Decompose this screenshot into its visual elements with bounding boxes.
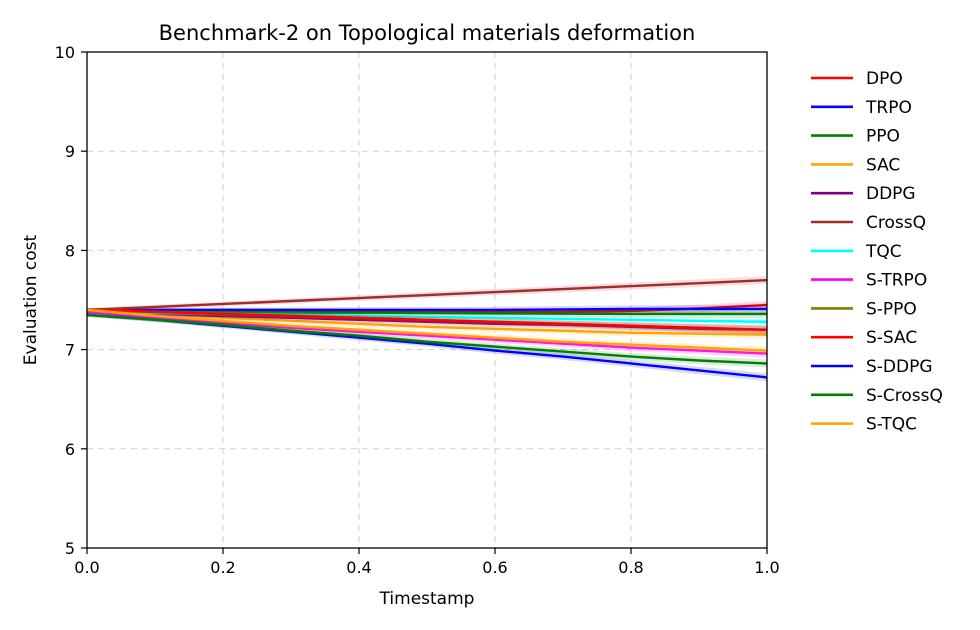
series-line-s-tqc bbox=[86, 308, 768, 352]
y-tick-label: 10 bbox=[55, 43, 75, 62]
x-tick-label: 0.0 bbox=[74, 558, 99, 577]
y-tick-label: 5 bbox=[65, 539, 75, 558]
series-line-s-trpo bbox=[86, 310, 768, 355]
x-tick-label: 1.0 bbox=[754, 558, 779, 577]
x-tick-label: 0.6 bbox=[482, 558, 507, 577]
x-tick-label: 0.8 bbox=[618, 558, 643, 577]
plot-frame bbox=[86, 51, 768, 549]
legend-label-ddpg: DDPG bbox=[866, 184, 916, 204]
y-tick-label: 7 bbox=[65, 341, 75, 360]
x-axis-label: Timestamp bbox=[379, 589, 475, 609]
series-line-s-crossq bbox=[86, 313, 768, 365]
series-line-crossq bbox=[86, 278, 768, 312]
y-tick-label: 9 bbox=[65, 142, 75, 161]
series-line-sac bbox=[86, 308, 768, 336]
legend-label-sac: SAC bbox=[866, 155, 900, 175]
series-line-s-sac bbox=[86, 308, 768, 331]
legend: DPO TRPO PPO SAC DDPG CrossQ TQC S-TRPO S-PPO S-S… bbox=[811, 69, 943, 435]
x-tick-label: 0.4 bbox=[346, 558, 371, 577]
x-tick-label: 0.2 bbox=[210, 558, 235, 577]
legend-label-s-tqc: S-TQC bbox=[866, 415, 917, 435]
series-lines bbox=[86, 276, 768, 382]
x-axis: 0.0 0.2 0.4 0.6 0.8 1.0 bbox=[74, 548, 780, 577]
legend-label-trpo: TRPO bbox=[865, 98, 912, 118]
legend-label-dpo: DPO bbox=[866, 69, 903, 89]
y-tick-label: 6 bbox=[65, 440, 75, 459]
legend-label-tqc: TQC bbox=[865, 242, 902, 262]
chart-title: Benchmark-2 on Topological materials def… bbox=[159, 21, 696, 45]
legend-label-s-ddpg: S-DDPG bbox=[866, 357, 933, 377]
y-axis: 5 6 7 8 9 10 bbox=[55, 43, 87, 558]
legend-label-s-sac: S-SAC bbox=[866, 328, 917, 348]
legend-label-s-crossq: S-CrossQ bbox=[866, 386, 943, 406]
y-axis-label: Evaluation cost bbox=[21, 234, 41, 365]
series-band-s-ddpg bbox=[87, 312, 767, 382]
legend-label-crossq: CrossQ bbox=[866, 213, 926, 233]
y-tick-label: 8 bbox=[65, 241, 75, 260]
legend-label-s-trpo: S-TRPO bbox=[866, 271, 927, 291]
grid bbox=[86, 51, 768, 549]
legend-label-s-ppo: S-PPO bbox=[866, 299, 917, 319]
legend-label-ppo: PPO bbox=[866, 127, 900, 147]
series-line-trpo bbox=[87, 307, 767, 312]
